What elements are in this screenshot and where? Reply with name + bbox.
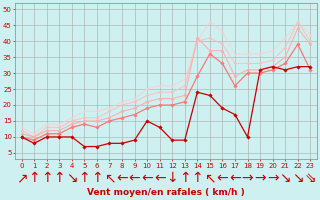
X-axis label: Vent moyen/en rafales ( km/h ): Vent moyen/en rafales ( km/h ) [87, 188, 245, 197]
